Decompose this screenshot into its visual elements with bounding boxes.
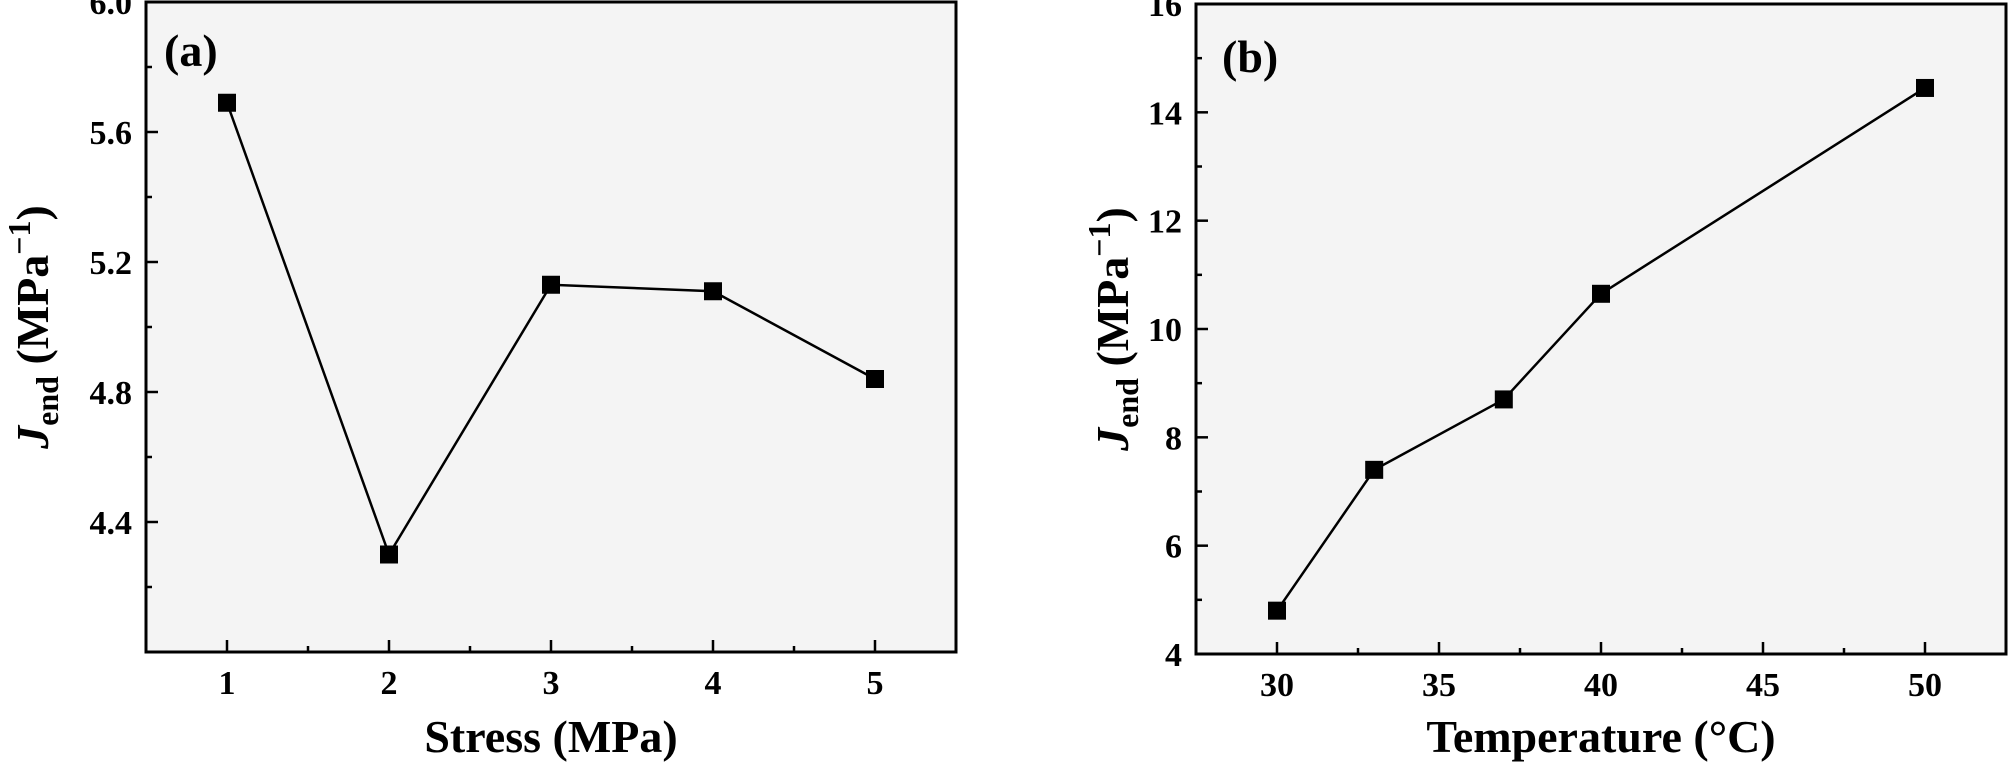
x-tick-label-a-0: 1 (219, 665, 236, 702)
data-point-a-3 (704, 282, 722, 301)
y-tick-label-a-2: 5.2 (90, 245, 133, 282)
data-point-a-0 (218, 93, 236, 112)
axis-ticks-a (146, 0, 877, 652)
panel-a: 1 2 3 4 5 4.4 4.8 5.2 5.6 6.0 (a) Stress (MPa) J… (1, 0, 958, 762)
y-tick-label-b-5: 14 (1148, 95, 1182, 132)
y-tick-labels-a: 4.4 4.8 5.2 5.6 6.0 (90, 0, 133, 542)
plot-area-a (144, 0, 958, 654)
x-tick-label-a-3: 4 (705, 665, 722, 702)
x-tick-label-a-2: 3 (543, 665, 560, 702)
y-tick-label-b-4: 12 (1148, 204, 1182, 241)
y-axis-title-a: Jend (MPa−1) (1, 205, 65, 450)
y-axis-unit-close-a: ) (7, 205, 58, 220)
x-tick-label-b-2: 40 (1584, 667, 1618, 704)
y-tick-labels-b: 4 6 8 10 12 14 16 (1148, 0, 1182, 674)
y-axis-subscript-a: end (29, 376, 65, 426)
panel-b: 30 35 40 45 50 4 6 8 10 12 14 16 (b) Temperature (… (1081, 0, 2008, 762)
x-tick-labels-a: 1 2 3 4 5 (219, 665, 884, 702)
plot-area-b (1194, 2, 2008, 656)
y-tick-label-a-0: 4.4 (90, 505, 133, 542)
x-tick-label-b-3: 45 (1746, 667, 1780, 704)
y-tick-label-b-0: 4 (1165, 637, 1182, 674)
y-axis-unit-close-b: ) (1087, 207, 1138, 222)
panel-label-a: (a) (164, 25, 218, 76)
x-tick-label-a-1: 2 (381, 665, 398, 702)
x-tick-label-b-1: 35 (1422, 667, 1456, 704)
y-axis-subscript-b: end (1109, 378, 1145, 428)
y-tick-label-b-3: 10 (1148, 312, 1182, 349)
y-axis-unit-b: (MPa (1087, 257, 1138, 378)
axis-ticks-b (1196, 2, 1927, 656)
y-tick-label-a-1: 4.8 (90, 375, 133, 412)
y-tick-label-b-2: 8 (1165, 420, 1182, 457)
data-point-b-1 (1365, 460, 1384, 479)
data-point-a-4 (866, 370, 884, 388)
y-axis-symbol-b: J (1087, 426, 1138, 452)
data-point-b-0 (1268, 601, 1286, 620)
y-tick-label-a-4: 6.0 (90, 0, 133, 22)
y-axis-symbol-a: J (7, 424, 58, 450)
y-tick-label-b-6: 16 (1148, 0, 1182, 24)
data-point-a-1 (380, 545, 398, 564)
x-axis-title-b: Temperature (°C) (1426, 711, 1775, 762)
data-point-b-2 (1494, 390, 1513, 409)
panel-label-b: (b) (1222, 31, 1278, 82)
y-axis-superscript-a: −1 (1, 220, 37, 254)
data-point-b-4 (1916, 78, 1934, 97)
data-markers-a (218, 93, 884, 564)
x-axis-title-a: Stress (MPa) (424, 711, 677, 762)
data-point-a-2 (542, 275, 560, 294)
data-markers-b (1268, 78, 1934, 620)
y-axis-superscript-b: −1 (1081, 222, 1117, 256)
x-tick-label-a-4: 5 (867, 665, 884, 702)
y-tick-label-b-1: 6 (1165, 529, 1182, 566)
x-tick-label-b-0: 30 (1260, 667, 1294, 704)
y-axis-unit-a: (MPa (7, 255, 58, 376)
y-axis-title-b: Jend (MPa−1) (1081, 207, 1145, 452)
x-tick-labels-b: 30 35 40 45 50 (1260, 667, 1942, 704)
data-point-b-3 (1592, 284, 1610, 303)
x-tick-label-b-4: 50 (1908, 667, 1942, 704)
y-tick-label-a-3: 5.6 (90, 115, 133, 152)
